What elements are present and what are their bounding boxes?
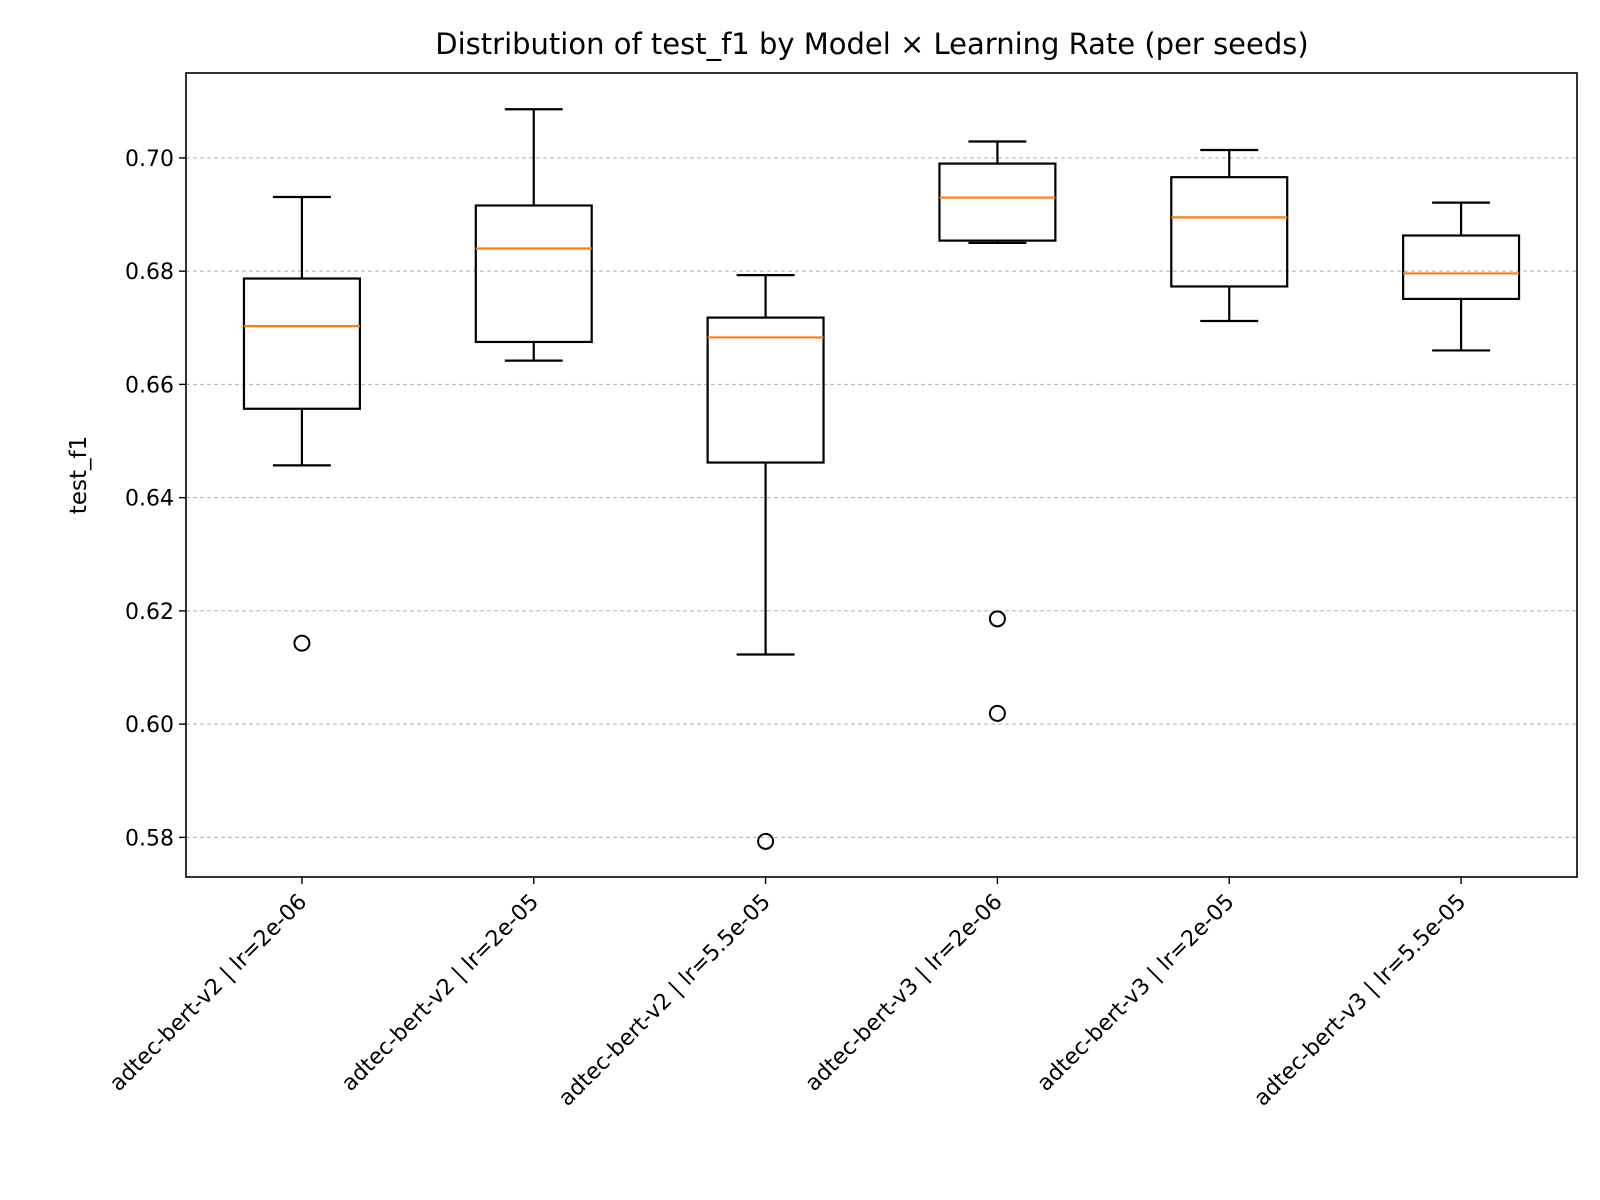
box-group <box>1402 201 1521 352</box>
box-iqr <box>706 316 825 464</box>
y-axis-ticks: 0.58 0.60 0.62 0.64 0.66 0.68 0.70 <box>125 147 186 851</box>
box-group <box>706 274 825 850</box>
gridlines <box>186 157 1577 838</box>
y-axis-label: test_f1 <box>66 436 92 514</box>
x-tick-label: adtec-bert-v2 | lr=2e-05 <box>337 890 544 1097</box>
y-tick-label: 0.62 <box>125 600 174 625</box>
y-tick-label: 0.70 <box>125 147 174 172</box>
plot-frame <box>185 72 1578 878</box>
x-tick-label: adtec-bert-v3 | lr=5.5e-05 <box>1250 890 1472 1112</box>
box-iqr <box>242 277 361 410</box>
x-tick-label: adtec-bert-v2 | lr=5.5e-05 <box>554 890 776 1112</box>
box-iqr <box>474 204 593 344</box>
x-tick-label: adtec-bert-v2 | lr=2e-06 <box>105 890 312 1097</box>
box-iqr <box>1402 234 1521 301</box>
box-group <box>242 195 361 652</box>
y-tick-label: 0.60 <box>125 713 174 738</box>
chart-title: Distribution of test_f1 by Model × Learn… <box>435 27 1308 61</box>
x-tick-label: adtec-bert-v3 | lr=2e-05 <box>1033 890 1240 1097</box>
outlier-point <box>293 634 311 652</box>
y-tick-label: 0.58 <box>125 826 174 851</box>
box-iqr <box>1170 176 1289 288</box>
x-tick-label: adtec-bert-v3 | lr=2e-06 <box>801 890 1008 1097</box>
box-iqr <box>938 162 1057 242</box>
boxes <box>242 108 1521 850</box>
outlier-point <box>988 704 1006 722</box>
y-tick-label: 0.64 <box>125 487 174 512</box>
outlier-point <box>988 610 1006 628</box>
box-group <box>938 140 1057 722</box>
box-group <box>474 108 593 362</box>
outlier-point <box>757 832 775 850</box>
x-axis-ticks: adtec-bert-v2 | lr=2e-06 adtec-bert-v2 | … <box>105 877 1471 1111</box>
y-tick-label: 0.68 <box>125 260 174 285</box>
y-tick-label: 0.66 <box>125 373 174 398</box>
box-group <box>1170 148 1289 323</box>
